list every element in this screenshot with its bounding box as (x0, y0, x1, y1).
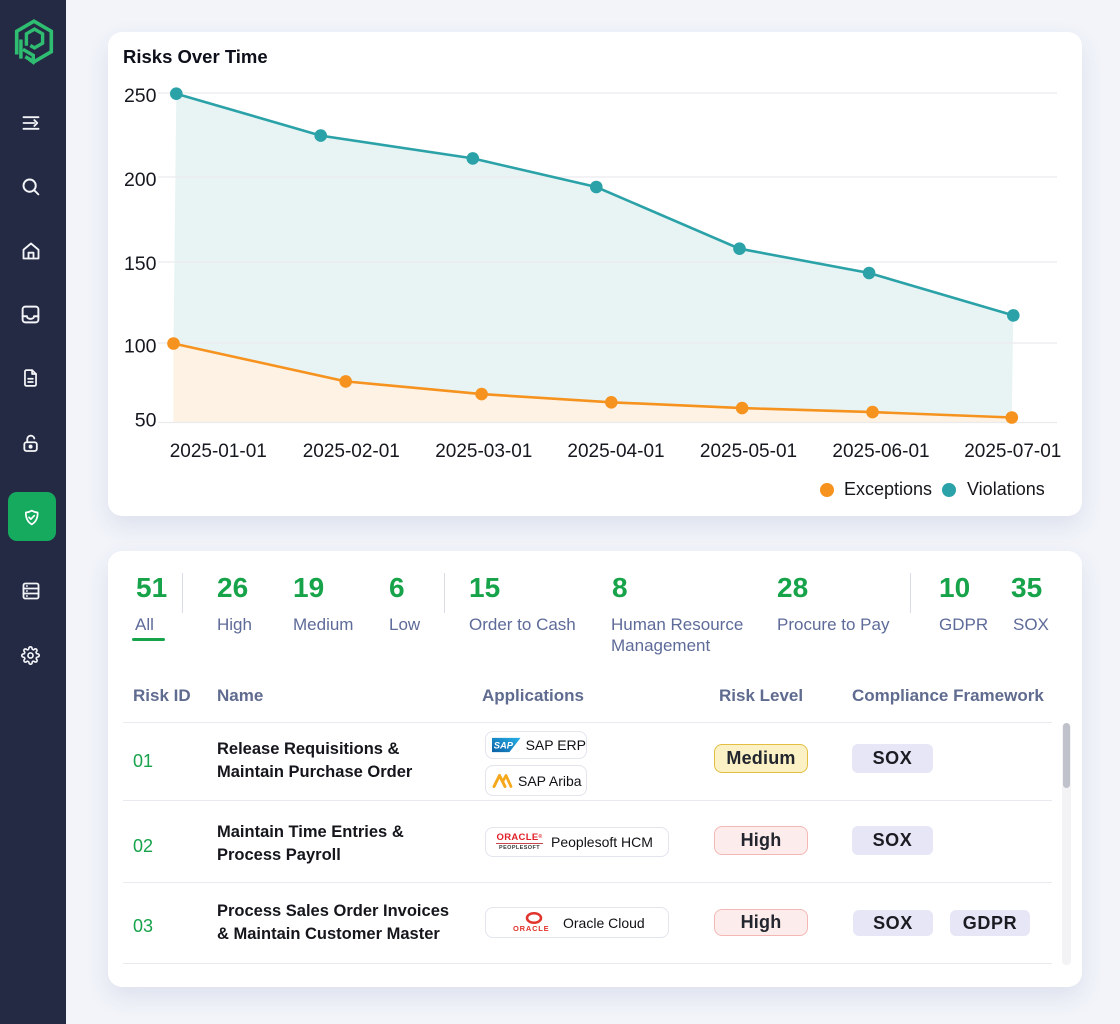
svg-text:100: 100 (124, 336, 157, 358)
svg-text:2025-07-01: 2025-07-01 (964, 441, 1061, 462)
svg-text:2025-01-01: 2025-01-01 (170, 441, 267, 462)
svg-text:2025-05-01: 2025-05-01 (700, 441, 797, 462)
svg-text:Violations: Violations (967, 479, 1045, 499)
svg-text:2025-03-01: 2025-03-01 (435, 441, 532, 462)
svg-text:Exceptions: Exceptions (844, 479, 932, 499)
svg-text:250: 250 (124, 85, 157, 107)
svg-text:2025-04-01: 2025-04-01 (567, 441, 664, 462)
svg-text:200: 200 (124, 169, 157, 191)
svg-text:50: 50 (135, 410, 157, 432)
svg-text:2025-02-01: 2025-02-01 (303, 441, 400, 462)
svg-text:2025-06-01: 2025-06-01 (832, 441, 929, 462)
svg-text:SAP: SAP (494, 741, 514, 751)
svg-text:150: 150 (124, 253, 157, 275)
